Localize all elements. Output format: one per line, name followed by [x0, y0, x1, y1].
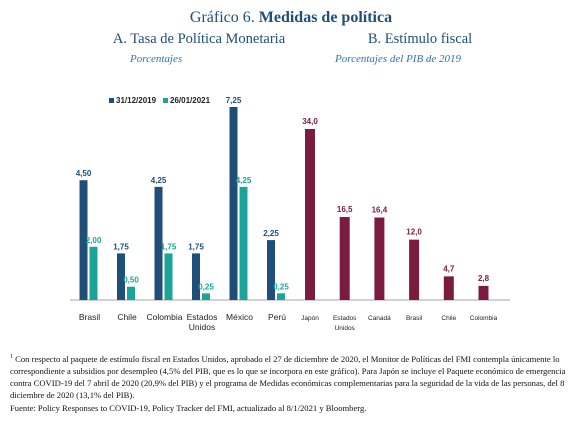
panel-b-bars: 34,0 Japón 16,5 Estados Unidos 16,4 Canadá 12,0… — [301, 117, 497, 332]
bar-a-1 — [164, 253, 173, 300]
value-label-a-1: 1,75 — [161, 242, 177, 251]
bar-b — [478, 285, 489, 300]
value-label-b: 2,8 — [478, 274, 490, 283]
value-label-a-1: 2,00 — [86, 236, 102, 245]
bar-a-1 — [277, 293, 285, 300]
bar-b — [305, 129, 315, 300]
bar-a-0 — [229, 107, 238, 300]
figure-title-bold: Medidas de política — [259, 9, 392, 26]
value-label-a-0: 2,25 — [263, 229, 279, 238]
category-label-a: México — [226, 312, 253, 322]
category-label-a: Colombia — [147, 312, 183, 322]
notes: 1 Con respecto al paquete de estímulo fi… — [10, 351, 576, 414]
value-label-a-0: 4,50 — [76, 169, 92, 178]
category-label-b: Japón — [301, 315, 319, 322]
panel-a-subtitle: Porcentajes — [129, 53, 182, 65]
figure-title: Gráfico 6. Medidas de política — [190, 9, 392, 26]
value-label-a-1: 0,50 — [123, 276, 139, 285]
figure: Gráfico 6. Medidas de política A. Tasa d… — [70, 9, 510, 332]
footnote-text: Con respecto al paquete de estímulo fisc… — [10, 353, 566, 401]
bar-a-0 — [79, 180, 88, 300]
value-label-a-1: 0,25 — [198, 282, 214, 291]
category-label-a-line: México — [226, 312, 253, 322]
value-label-b: 34,0 — [302, 117, 318, 126]
category-label-b: Colombia — [470, 315, 498, 322]
figure-title-prefix: Gráfico 6. — [190, 9, 255, 26]
legend-label-2021: 26/01/2021 — [170, 96, 211, 105]
category-label-a: Estados Unidos — [187, 312, 218, 332]
value-label-a-0: 7,25 — [226, 96, 242, 105]
bar-a-1 — [239, 186, 248, 300]
footnote-mark: 1 — [10, 354, 13, 360]
value-label-b: 16,4 — [372, 206, 388, 215]
legend-swatch-2021 — [163, 98, 168, 103]
value-label-a-0: 4,25 — [151, 176, 167, 185]
category-label-a: Perú — [268, 312, 286, 322]
category-label-b-line: Unidos — [335, 325, 356, 332]
category-label-a-line: Colombia — [147, 312, 183, 322]
category-label-b-line: Colombia — [470, 315, 498, 322]
bar-b — [443, 276, 454, 300]
panel-a-bars: 4,50 2,00 Brasil 1,75 0,50 Chile 4,25 1,75 Colom… — [76, 96, 290, 332]
value-label-a-1: 0,25 — [273, 282, 289, 291]
category-label-a-line: Estados — [187, 312, 218, 322]
category-label-b-line: Estados — [333, 315, 357, 322]
panel-a: A. Tasa de Política Monetaria Porcentaje… — [70, 31, 292, 332]
category-label-b-line: Canadá — [368, 315, 391, 322]
category-label-b: Canadá — [368, 315, 391, 322]
footnote: 1 Con respecto al paquete de estímulo fi… — [10, 351, 576, 402]
category-label-a-line: Brasil — [79, 312, 100, 322]
bar-b — [374, 217, 385, 300]
bar-a-0 — [117, 253, 125, 300]
value-label-a-0: 1,75 — [113, 242, 129, 251]
category-label-a: Brasil — [79, 312, 100, 322]
value-label-a-0: 1,75 — [188, 242, 204, 251]
panel-a-legend: 31/12/2019 26/01/2021 — [109, 96, 211, 105]
bar-a-0 — [192, 253, 200, 300]
category-label-a-line: Perú — [268, 312, 286, 322]
panel-b: B. Estímulo fiscal Porcentajes del PIB d… — [292, 31, 510, 332]
category-label-b-line: Brasil — [406, 315, 423, 322]
category-label-a-line: Chile — [117, 312, 137, 322]
panel-b-title: B. Estímulo fiscal — [368, 31, 472, 47]
bar-a-0 — [154, 186, 163, 300]
panel-a-title: A. Tasa de Política Monetaria — [113, 31, 286, 47]
bar-a-1 — [202, 293, 210, 300]
value-label-b: 12,0 — [406, 228, 422, 237]
category-label-a: Chile — [117, 312, 137, 322]
category-label-a-line: Unidos — [189, 322, 215, 332]
value-label-b: 16,5 — [337, 205, 353, 214]
category-label-b-line: Chile — [441, 315, 456, 322]
legend-swatch-2019 — [109, 98, 114, 103]
source: Fuente: Policy Responses to COVID-19, Po… — [10, 402, 367, 413]
category-label-b: Estados Unidos — [333, 315, 357, 332]
category-label-b: Chile — [441, 315, 456, 322]
bar-a-0 — [267, 240, 275, 300]
value-label-b: 4,7 — [443, 264, 455, 273]
category-label-b: Brasil — [406, 315, 423, 322]
legend-label-2019: 31/12/2019 — [116, 96, 157, 105]
category-label-b-line: Japón — [301, 315, 319, 322]
bar-a-1 — [127, 286, 135, 300]
bar-b — [339, 217, 350, 300]
value-label-a-1: 4,25 — [236, 176, 252, 185]
panel-b-subtitle: Porcentajes del PIB de 2019 — [334, 53, 462, 65]
bar-a-1 — [89, 246, 98, 300]
bar-b — [409, 239, 420, 300]
